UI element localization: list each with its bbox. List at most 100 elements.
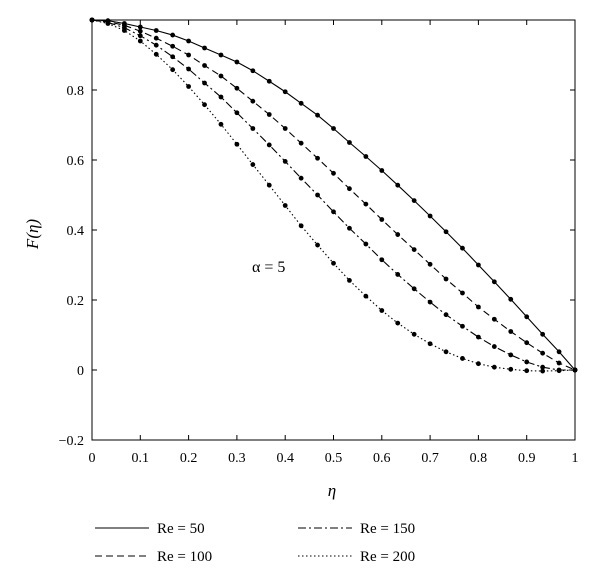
series-3-point — [379, 257, 385, 263]
series-1-point — [427, 213, 433, 219]
series-3-point — [315, 192, 320, 198]
y-tick-label: 0.4 — [67, 224, 85, 239]
series-4-point — [105, 21, 111, 26]
series-1-point — [170, 32, 176, 38]
series-2-point — [202, 63, 207, 68]
series-2-point — [363, 201, 369, 207]
series-2-point — [347, 186, 352, 192]
series-4-point — [266, 182, 272, 188]
x-tick-label: 0.2 — [180, 451, 198, 466]
series-4-point — [234, 141, 240, 147]
series-2-point — [331, 170, 336, 176]
series-2-point — [540, 350, 546, 356]
series-2-point — [524, 340, 530, 346]
series-3-point — [411, 286, 417, 292]
legend-label-4: Re = 200 — [360, 549, 415, 565]
series-3-point — [234, 110, 240, 116]
series-2-point — [250, 98, 256, 104]
series-4-point — [250, 162, 256, 167]
series-3-point — [540, 364, 546, 370]
series-4-point — [572, 367, 578, 373]
series-4-point — [556, 368, 562, 374]
series-1-point — [315, 112, 320, 118]
series-1-point — [395, 182, 401, 188]
series-1-point — [250, 68, 256, 74]
x-axis-label: η — [328, 481, 336, 500]
y-tick-label: 0.8 — [67, 84, 85, 99]
series-1-point — [491, 279, 497, 285]
series-4-point — [202, 102, 207, 108]
series-2-point — [379, 217, 385, 222]
series-4-point — [395, 320, 401, 326]
y-tick-label: 0.6 — [67, 154, 85, 169]
series-1-point — [266, 78, 272, 84]
series-3-point — [347, 225, 352, 231]
series-4-point — [443, 349, 449, 355]
series-3-point — [186, 66, 192, 72]
series-2-point — [460, 290, 465, 296]
series-4-point — [153, 51, 159, 57]
series-2-point — [315, 155, 320, 161]
series-4-point — [186, 84, 192, 89]
series-1-point — [347, 140, 352, 145]
series-2-point — [443, 276, 449, 282]
x-tick-label: 0.7 — [421, 451, 439, 466]
series-3-point — [476, 334, 481, 340]
series-3-point — [282, 159, 288, 164]
x-tick-label: 0.9 — [518, 451, 536, 466]
legend-label-2: Re = 100 — [157, 549, 212, 565]
series-1-point — [282, 89, 288, 95]
series-1-point — [508, 296, 514, 302]
series-line-4 — [91, 19, 576, 372]
y-axis-label: F(η) — [23, 219, 42, 250]
series-3-point — [460, 323, 465, 329]
series-1-point — [476, 262, 481, 268]
series-4-point — [137, 38, 143, 44]
series-1-point — [202, 45, 207, 51]
x-tick-label: 0 — [89, 451, 96, 466]
series-line-1 — [91, 19, 576, 371]
series-1-point — [153, 28, 159, 33]
y-tick-label: 0 — [77, 364, 84, 379]
series-3-point — [218, 94, 224, 100]
x-tick-label: 0.6 — [373, 451, 391, 466]
series-3-point — [153, 42, 159, 48]
series-1-point — [186, 38, 192, 44]
x-tick-label: 0.5 — [325, 451, 343, 466]
series-2-point — [427, 261, 433, 267]
alpha-annotation: α = 5 — [252, 259, 285, 276]
legend-label-1: Re = 50 — [157, 521, 205, 537]
series-4-point — [89, 17, 95, 23]
plot-frame — [91, 19, 576, 441]
series-3-point — [250, 126, 256, 131]
series-4-point — [121, 28, 127, 33]
series-4-point — [427, 341, 433, 347]
series-2-point — [411, 247, 417, 253]
x-tick-label: 0.3 — [228, 451, 246, 466]
series-2-point — [266, 112, 272, 117]
y-tick-label: −0.2 — [59, 434, 84, 449]
series-3-point — [331, 209, 336, 215]
series-1-point — [379, 168, 385, 173]
series-2-point — [137, 28, 143, 34]
series-3-point — [363, 241, 369, 247]
series-2-point — [153, 35, 159, 41]
series-4-point — [282, 203, 288, 208]
series-4-point — [491, 364, 497, 370]
series-4-point — [170, 67, 176, 73]
series-3-point — [202, 80, 207, 86]
series-2-point — [298, 140, 304, 146]
series-1-point — [443, 229, 449, 235]
series-2-point — [476, 304, 481, 310]
series-2-point — [508, 329, 514, 334]
series-3-point — [266, 142, 272, 148]
series-4-point — [315, 242, 320, 248]
series-3-point — [508, 352, 514, 358]
series-3-point — [298, 175, 304, 181]
series-1-point — [331, 126, 336, 131]
series-4-point — [411, 331, 417, 337]
series-2-point — [186, 52, 192, 58]
series-4-point — [298, 223, 304, 229]
series-2-point — [395, 232, 401, 237]
